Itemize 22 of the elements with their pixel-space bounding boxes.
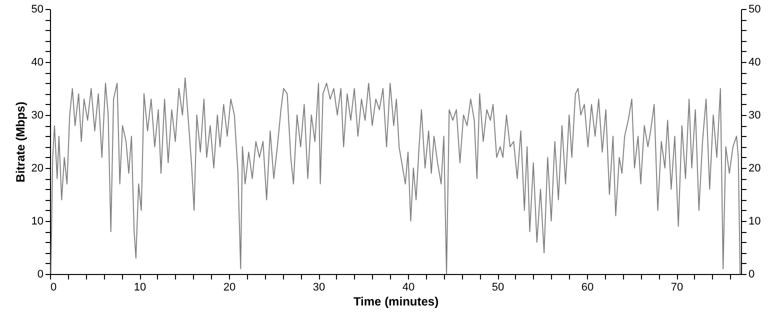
y2-tick-label: 30 (748, 110, 761, 122)
y2-tick-label: 50 (748, 4, 761, 16)
x-tick-label: 10 (134, 282, 146, 294)
y-axis-title: Bitrate (Mbps) (13, 102, 28, 182)
y-tick-label: 40 (31, 56, 44, 68)
x-tick-label: 40 (402, 282, 415, 294)
y-tick-label: 50 (31, 4, 44, 16)
x-tick-label: 20 (223, 282, 236, 294)
x-tick-label: 70 (670, 282, 684, 294)
y-tick-label: 30 (31, 110, 44, 122)
x-tick-label: 30 (312, 282, 326, 294)
y2-tick-label: 20 (748, 162, 761, 174)
y-tick-label: 20 (31, 162, 44, 174)
y-tick-label: 10 (31, 216, 44, 228)
x-tick-label: 0 (50, 282, 57, 294)
y2-tick-label: 40 (748, 56, 761, 68)
y2-tick-label: 10 (748, 216, 761, 228)
x-tick-label: 60 (581, 282, 594, 294)
x-tick-label: 50 (492, 282, 504, 294)
x-axis-title: Time (minutes) (353, 294, 439, 308)
y2-tick-label: 0 (748, 268, 755, 280)
y-tick-label: 0 (37, 268, 44, 280)
